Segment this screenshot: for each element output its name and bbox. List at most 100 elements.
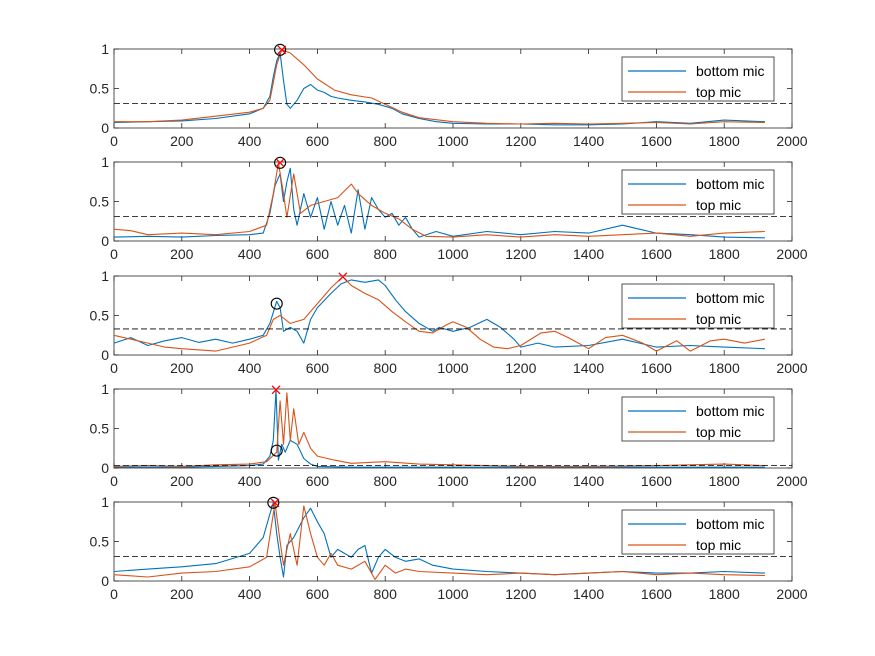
x-tick-label: 200 — [170, 473, 194, 489]
x-tick-label: 600 — [306, 586, 330, 602]
legend-label: top mic — [696, 84, 741, 100]
legend-label: bottom mic — [696, 516, 764, 532]
series-bottom-mic-line — [113, 279, 765, 350]
circle-marker — [267, 496, 280, 509]
series-top-mic-line — [113, 502, 765, 580]
y-tick-label: 0.5 — [90, 194, 110, 210]
y-tick-label: 0 — [101, 233, 109, 249]
x-tick-label: 1600 — [641, 360, 672, 376]
x-tick-label: 200 — [170, 586, 194, 602]
x-tick-label: 400 — [238, 586, 262, 602]
series-top-mic-line — [113, 276, 766, 352]
legend: bottom mic top mic — [621, 396, 775, 442]
series-top-mic-line — [114, 49, 765, 125]
series-bottom-mic-line — [113, 167, 765, 239]
x-tick-label: 1800 — [709, 586, 740, 602]
x-tick-label: 0 — [110, 133, 118, 149]
x-tick-label: 600 — [306, 133, 330, 149]
y-tick-label: 1 — [101, 494, 109, 510]
x-tick-label: 800 — [374, 586, 398, 602]
x-tick-label: 800 — [374, 246, 398, 262]
legend-label: bottom mic — [696, 290, 764, 306]
x-tick-label: 0 — [110, 473, 118, 489]
legend-label: bottom mic — [696, 63, 764, 79]
x-tick-label: 1000 — [437, 473, 468, 489]
legend-label: top mic — [696, 424, 741, 440]
legend-box — [621, 509, 775, 555]
subplot-3: 0 200 400 600 800 1000 1200 1400 1600 1800 2000 0 0.… — [90, 268, 808, 376]
legend-box — [621, 56, 775, 102]
x-tick-label: 400 — [238, 246, 262, 262]
circle-marker — [274, 43, 287, 56]
series-top-mic-line — [113, 392, 765, 467]
y-tick-label: 1 — [101, 268, 109, 284]
y-tick-label: 1 — [101, 381, 109, 397]
x-tick-label: 1800 — [709, 360, 740, 376]
x-tick-label: 600 — [306, 473, 330, 489]
cross-marker — [275, 158, 285, 168]
x-tick-label: 200 — [170, 360, 194, 376]
x-tick-label: 1400 — [573, 133, 604, 149]
cross-marker — [338, 272, 348, 282]
x-tick-label: 1800 — [709, 246, 740, 262]
x-tick-label: 2000 — [776, 133, 807, 149]
legend-label: top mic — [696, 537, 741, 553]
x-tick-label: 1200 — [505, 473, 536, 489]
legend: bottom mic top mic — [621, 509, 775, 555]
cross-marker — [277, 45, 287, 55]
x-tick-label: 600 — [306, 246, 330, 262]
x-tick-label: 1400 — [573, 246, 604, 262]
x-tick-label: 800 — [374, 360, 398, 376]
x-tick-label: 1000 — [437, 133, 468, 149]
x-tick-label: 0 — [110, 360, 118, 376]
y-tick-label: 1 — [101, 154, 109, 170]
legend-label: bottom mic — [696, 176, 764, 192]
x-tick-label: 1400 — [573, 360, 604, 376]
legend-box — [621, 169, 775, 215]
y-tick-label: 0 — [101, 573, 109, 589]
x-tick-label: 2000 — [776, 586, 807, 602]
y-tick-label: 0.5 — [90, 308, 110, 324]
x-tick-label: 1800 — [709, 473, 740, 489]
x-tick-label: 1200 — [505, 246, 536, 262]
x-tick-label: 2000 — [776, 246, 807, 262]
y-tick-label: 0 — [101, 347, 109, 363]
x-tick-label: 1800 — [709, 133, 740, 149]
x-tick-label: 1400 — [573, 586, 604, 602]
legend-label: top mic — [696, 197, 741, 213]
x-tick-label: 1400 — [573, 473, 604, 489]
x-tick-label: 600 — [306, 360, 330, 376]
x-tick-label: 1200 — [505, 360, 536, 376]
circle-marker — [270, 444, 283, 457]
y-tick-label: 1 — [101, 41, 109, 57]
cross-marker — [271, 385, 281, 395]
cross-marker — [270, 498, 280, 508]
x-tick-label: 0 — [110, 586, 118, 602]
x-tick-label: 1200 — [505, 586, 536, 602]
series-top-mic-line — [113, 162, 765, 238]
subplot-5: 0 200 400 600 800 1000 1200 1400 1600 1800 2000 0 0.… — [90, 494, 808, 602]
x-tick-label: 1600 — [641, 246, 672, 262]
subplot-4: 0 200 400 600 800 1000 1200 1400 1600 1800 2000 0 0.… — [90, 381, 808, 489]
x-tick-label: 1600 — [641, 586, 672, 602]
subplot-1: 0 200 400 600 800 1000 1200 1400 1600 1800 2000 0 0.… — [90, 41, 808, 149]
x-tick-label: 400 — [238, 133, 262, 149]
legend: bottom mic top mic — [621, 56, 775, 102]
x-tick-label: 800 — [374, 133, 398, 149]
legend: bottom mic top mic — [621, 169, 775, 215]
y-tick-label: 0.5 — [90, 81, 110, 97]
x-tick-label: 1600 — [641, 473, 672, 489]
x-tick-label: 1000 — [437, 586, 468, 602]
x-tick-label: 0 — [110, 246, 118, 262]
y-tick-label: 0 — [101, 120, 109, 136]
subplot-2: 0 200 400 600 800 1000 1200 1400 1600 1800 2000 0 0.… — [90, 154, 808, 262]
x-tick-label: 400 — [238, 473, 262, 489]
x-tick-label: 400 — [238, 360, 262, 376]
x-tick-label: 1000 — [437, 360, 468, 376]
y-tick-label: 0 — [101, 460, 109, 476]
legend-box — [621, 396, 775, 442]
legend-label: bottom mic — [696, 403, 764, 419]
legend-box — [621, 283, 775, 329]
series-bottom-mic-line — [113, 52, 765, 126]
